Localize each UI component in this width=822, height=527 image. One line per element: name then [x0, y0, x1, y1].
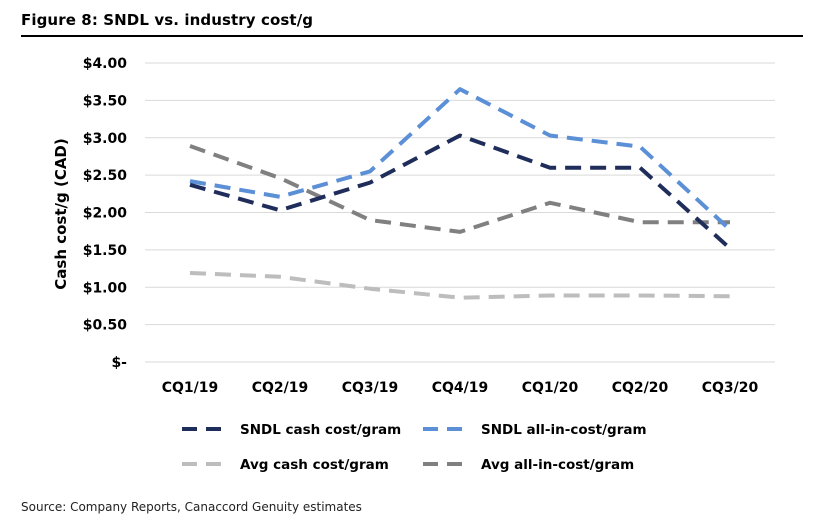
- legend-entry-label: Avg cash cost/gram: [240, 457, 389, 473]
- x-tick-label: CQ1/19: [162, 380, 219, 396]
- legend-entry-label: SNDL all-in-cost/gram: [481, 422, 647, 438]
- legend-entry-label: Avg all-in-cost/gram: [481, 457, 634, 473]
- y-tick-label: $-: [111, 355, 127, 371]
- x-tick-label: CQ3/20: [702, 380, 759, 396]
- y-tick-label: $0.50: [83, 318, 128, 334]
- series-line-2: [189, 87, 732, 232]
- y-tick-label: $2.50: [83, 168, 128, 184]
- y-axis-label: Cash cost/g (CAD): [52, 138, 70, 289]
- y-tick-label: $2.00: [83, 206, 128, 222]
- legend: SNDL cash cost/gram SNDL all-in-cost/gram…: [182, 422, 647, 473]
- y-tick-label: $3.50: [83, 93, 128, 109]
- x-tick-label: CQ2/20: [612, 380, 669, 396]
- series-lines: [189, 87, 732, 300]
- x-tick-label: CQ1/20: [522, 380, 579, 396]
- y-tick-label: $1.50: [83, 243, 128, 259]
- series-line-4: [189, 144, 730, 234]
- title-rule: [21, 35, 803, 37]
- x-tick-label: CQ4/19: [432, 380, 489, 396]
- x-tick-label: CQ2/19: [252, 380, 309, 396]
- y-tick-label: $1.00: [83, 280, 128, 296]
- source-note: Source: Company Reports, Canaccord Genui…: [21, 500, 362, 514]
- figure-title: Figure 8: SNDL vs. industry cost/g: [21, 11, 314, 29]
- legend-entry-label: SNDL cash cost/gram: [240, 422, 401, 438]
- y-tick-label: $4.00: [83, 56, 128, 72]
- series-line-1: [189, 133, 732, 250]
- y-axis-tick-labels: $- $0.50 $1.00 $1.50 $2.00 $2.50 $3.00 $3.50 $4.…: [83, 56, 128, 371]
- x-axis-tick-labels: CQ1/19 CQ2/19 CQ3/19 CQ4/19 CQ1/20 CQ2/20 CQ3/…: [162, 380, 759, 396]
- series-line-3: [189, 271, 731, 300]
- x-tick-label: CQ3/19: [342, 380, 399, 396]
- y-tick-label: $3.00: [83, 131, 128, 147]
- gridlines: [145, 62, 775, 363]
